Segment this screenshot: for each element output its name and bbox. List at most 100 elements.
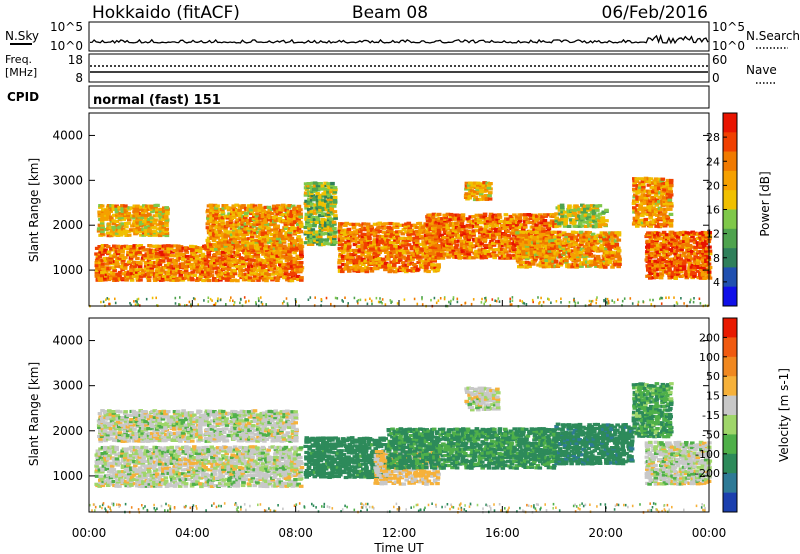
heatmap-cell (304, 204, 309, 208)
heatmap-cell (529, 249, 535, 253)
heatmap-cell (250, 278, 256, 282)
heatmap-cell (357, 241, 362, 245)
heatmap-cell (115, 224, 121, 228)
heatmap-cell (419, 265, 424, 269)
heatmap-cell (482, 238, 488, 242)
heatmap-cell (587, 251, 592, 255)
heatmap-cell (681, 264, 687, 268)
heatmap-cell (459, 255, 465, 259)
heatmap-cell (106, 277, 112, 282)
heatmap-cell (567, 206, 572, 210)
heatmap-cell (412, 262, 417, 267)
heatmap-cell (403, 256, 408, 260)
heatmap-cell (502, 219, 508, 223)
heatmap-cell (253, 266, 258, 270)
heatmap-cell (166, 275, 171, 279)
heatmap-cell (573, 249, 578, 253)
heatmap-cell (103, 216, 109, 220)
heatmap-cell (433, 296, 436, 300)
heatmap-cell (654, 224, 659, 228)
heatmap-cell (248, 299, 250, 303)
heatmap-cell (275, 208, 281, 212)
heatmap-cell (177, 270, 183, 274)
heatmap-cell (404, 249, 410, 253)
heatmap-cell (506, 225, 511, 229)
heatmap-cell (263, 259, 269, 263)
heatmap-cell (218, 244, 223, 248)
heatmap-cell (317, 236, 323, 240)
heatmap-cell (253, 272, 258, 276)
heatmap-cell (617, 298, 619, 301)
heatmap-cell (656, 258, 662, 262)
heatmap-cell (286, 272, 292, 276)
heatmap-cell (580, 203, 585, 207)
heatmap-cell (205, 238, 211, 242)
heatmap-cell (547, 264, 553, 268)
heatmap-cell (596, 296, 598, 299)
heatmap-cell (667, 195, 673, 199)
heatmap-cell (298, 208, 303, 212)
heatmap-cell (637, 186, 643, 190)
heatmap-cell (164, 218, 170, 222)
heatmap-cell (344, 236, 349, 240)
heatmap-cell (123, 216, 129, 220)
heatmap-cell (124, 233, 129, 237)
heatmap-cell (267, 236, 272, 241)
heatmap-cell (100, 483, 106, 488)
heatmap-cell (617, 259, 622, 263)
heatmap-cell (306, 242, 312, 246)
heatmap-cell (664, 249, 670, 253)
heatmap-cell (201, 272, 206, 276)
heatmap-cell (420, 259, 426, 263)
heatmap-cell (108, 206, 113, 210)
heatmap-cell (591, 241, 596, 245)
heatmap-cell (517, 215, 522, 219)
heatmap-cell (394, 225, 400, 230)
heatmap-cell (298, 264, 303, 268)
heatmap-cell (97, 255, 103, 259)
heatmap-cell (137, 214, 143, 218)
heatmap-cell (667, 252, 672, 256)
heatmap-cell (137, 297, 140, 301)
heatmap-cell (128, 253, 134, 257)
heatmap-cell (591, 212, 597, 216)
heatmap-cell (285, 297, 288, 300)
heatmap-cell (337, 226, 343, 230)
heatmap-cell (420, 248, 426, 252)
heatmap-cell (648, 237, 654, 241)
heatmap-cell (103, 259, 109, 263)
heatmap-cell (502, 226, 507, 231)
heatmap-cell (334, 296, 337, 300)
heatmap-cell (260, 296, 262, 299)
heatmap-cell (531, 262, 536, 266)
heatmap-cell (684, 257, 690, 261)
heatmap-cell (491, 250, 497, 254)
heatmap-cell (562, 233, 567, 237)
heatmap-cell (483, 251, 489, 255)
heatmap-cell (657, 216, 662, 220)
heatmap-cell (704, 259, 709, 263)
heatmap-cell (109, 270, 115, 274)
heatmap-cell (404, 267, 409, 271)
heatmap-cell (269, 222, 274, 227)
heatmap-cell (228, 218, 234, 222)
heatmap-cell (199, 258, 204, 262)
heatmap-cell (388, 230, 394, 234)
heatmap-cell (180, 270, 186, 274)
heatmap-cell (374, 246, 380, 250)
heatmap-cell (519, 239, 524, 243)
heatmap-cell (564, 237, 569, 241)
heatmap-cell (532, 215, 537, 219)
heatmap-cell (158, 207, 163, 211)
date-title: 06/Feb/2016 (602, 3, 708, 23)
heatmap-cell (150, 218, 155, 222)
power-heatmap-cells (89, 176, 713, 308)
heatmap-cell (372, 242, 377, 246)
heatmap-cell (549, 232, 555, 236)
heatmap-cell (442, 241, 448, 245)
heatmap-cell (436, 252, 441, 256)
heatmap-cell (672, 260, 678, 264)
heatmap-cell (102, 256, 108, 260)
heatmap-cell (695, 261, 701, 265)
